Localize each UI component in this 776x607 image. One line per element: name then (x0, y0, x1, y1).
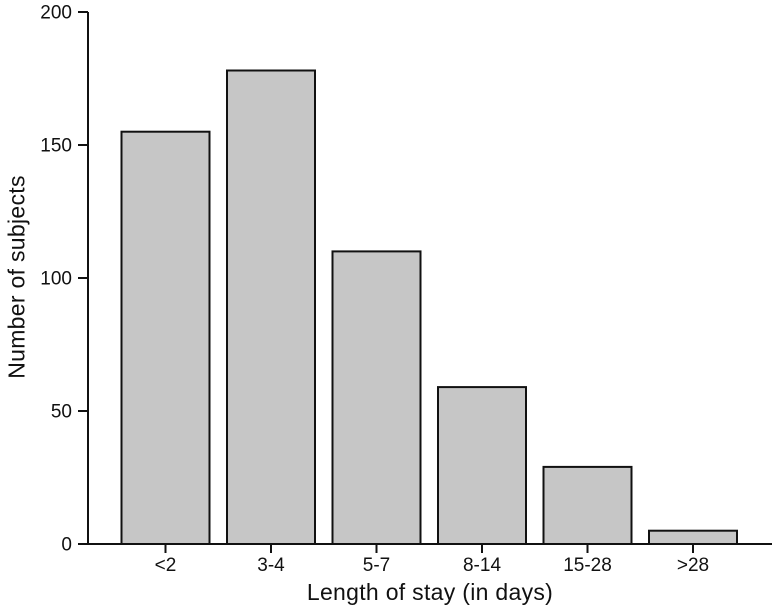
bar->28 (648, 529, 738, 546)
x-axis-title: Length of stay (in days) (306, 579, 554, 605)
y-tick-label: 100 (40, 269, 72, 290)
y-tick-label: 50 (51, 402, 72, 423)
bar-3-4 (226, 69, 316, 545)
x-tick-label: 5-7 (363, 555, 390, 576)
x-tick-label: 15-28 (563, 555, 612, 576)
x-tick-label: 8-14 (463, 555, 501, 576)
x-tick-label: >28 (677, 555, 709, 576)
bar-15-28 (542, 465, 633, 545)
y-axis-title: Number of subjects (3, 175, 30, 379)
x-tick-label: 3-4 (257, 555, 285, 576)
bar-8-14 (437, 386, 527, 545)
y-tick-label: 150 (40, 136, 72, 157)
x-tick-label: <2 (155, 555, 177, 576)
bar-5-7 (331, 250, 422, 545)
bar-<2 (120, 130, 211, 545)
y-tick-label: 200 (40, 3, 72, 24)
y-tick-label: 0 (61, 535, 72, 556)
